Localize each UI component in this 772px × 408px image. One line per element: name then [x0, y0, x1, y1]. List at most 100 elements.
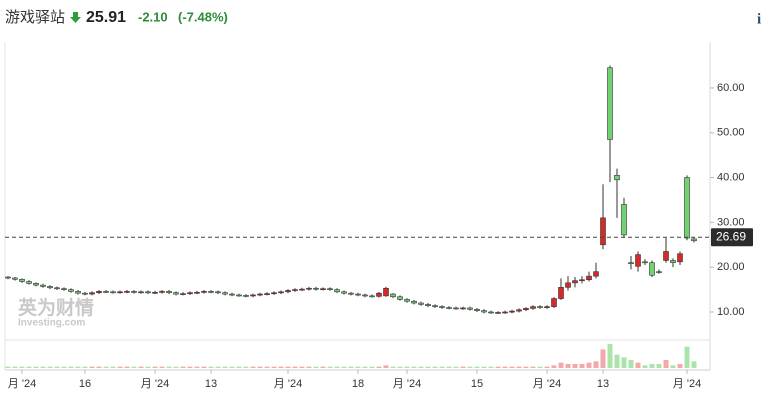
candle-body	[271, 292, 277, 295]
candle-body	[145, 291, 151, 294]
y-tick-label: 10.00	[717, 306, 745, 318]
volume-bar	[47, 366, 53, 368]
info-button[interactable]: i	[757, 11, 761, 27]
candle-body	[551, 298, 557, 307]
volume-bar	[187, 366, 193, 368]
x-tick-label: 18	[352, 378, 364, 390]
candle-body	[663, 251, 669, 261]
candle-body	[40, 284, 46, 287]
volume-bar	[124, 366, 130, 368]
down-arrow	[70, 12, 81, 23]
candle-body	[68, 289, 74, 292]
volume-bar	[677, 364, 683, 368]
volume-bar	[33, 366, 39, 368]
candle-body	[621, 204, 627, 236]
candle-body	[586, 275, 592, 281]
candle-body	[257, 293, 263, 296]
candle-body	[474, 309, 480, 311]
candle-body	[222, 292, 228, 295]
volume-bar	[684, 346, 690, 368]
volume-bar	[355, 366, 361, 368]
candle-body	[502, 311, 508, 314]
candle-body	[481, 310, 487, 313]
candle-body	[334, 289, 340, 293]
candle-body	[565, 282, 571, 288]
volume-bar	[334, 366, 340, 368]
candle-body	[390, 293, 396, 298]
candle-body	[376, 292, 382, 297]
candle-body	[12, 277, 18, 280]
candle-body	[54, 287, 60, 290]
candle-body	[208, 291, 214, 293]
watermark-site: Investing.com	[18, 318, 85, 329]
volume-bar	[663, 360, 669, 368]
volume-bar	[635, 362, 641, 368]
volume-bar	[642, 365, 648, 368]
volume-bar	[61, 366, 67, 368]
change: -2.10	[138, 9, 168, 24]
candle-body	[362, 294, 368, 297]
candle-body	[369, 295, 375, 298]
candle-body	[404, 299, 410, 302]
candle-body	[460, 307, 466, 310]
volume-bar	[40, 366, 46, 368]
candle-body	[670, 260, 676, 263]
volume-bar	[110, 366, 116, 368]
candle-body	[453, 307, 459, 310]
volume-bar	[327, 366, 333, 368]
x-tick-label: 13	[597, 378, 609, 390]
candle-body	[33, 283, 39, 286]
candle-body	[614, 175, 620, 181]
volume-bar	[285, 366, 291, 368]
volume-bar	[222, 366, 228, 368]
volume-bar	[579, 364, 585, 368]
volume-bar	[376, 366, 382, 368]
volume-bar	[362, 366, 368, 368]
candle-body	[166, 291, 172, 294]
candle-body	[383, 287, 389, 297]
volume-bar	[194, 366, 200, 368]
candle-body	[544, 306, 550, 308]
volume-bar	[467, 366, 473, 368]
volume-bar	[397, 366, 403, 368]
volume-bar	[530, 366, 536, 368]
volume-bar	[229, 366, 235, 368]
candle-body	[313, 287, 319, 290]
volume-bar	[691, 361, 697, 368]
candle-body	[229, 293, 235, 296]
candle-body	[425, 304, 431, 307]
candle-body	[236, 294, 242, 297]
x-tick-label: 月 '24	[393, 378, 421, 390]
volume-bar	[481, 366, 487, 368]
change-pct: (-7.48%)	[178, 9, 228, 24]
candle-body	[537, 306, 543, 308]
volume-bar	[558, 362, 564, 368]
candle-body	[250, 294, 256, 297]
candle-body	[110, 291, 116, 294]
candle-body	[495, 312, 501, 314]
x-tick-label: 月 '24	[533, 378, 561, 390]
volume-bar	[523, 366, 529, 368]
volume-bar	[131, 366, 137, 368]
volume-bar	[474, 366, 480, 368]
volume-bar	[432, 366, 438, 368]
candle-body	[411, 300, 417, 304]
volume-bar	[572, 364, 578, 368]
candle-body	[82, 292, 88, 295]
candle-body	[439, 306, 445, 308]
volume-bar	[502, 366, 508, 368]
volume-bar	[82, 366, 88, 368]
volume-bar	[516, 366, 522, 368]
volume-bar	[278, 366, 284, 368]
volume-bar	[180, 366, 186, 368]
candle-body	[341, 291, 347, 294]
y-tick-label: 50.00	[717, 127, 745, 139]
candle-body	[320, 288, 326, 290]
volume-bar	[537, 366, 543, 368]
volume-bar	[292, 366, 298, 368]
candle-body	[215, 291, 221, 294]
volume-bar	[439, 366, 445, 368]
candle-body	[516, 309, 522, 312]
candle-body	[306, 287, 312, 290]
volume-bar	[166, 366, 172, 368]
